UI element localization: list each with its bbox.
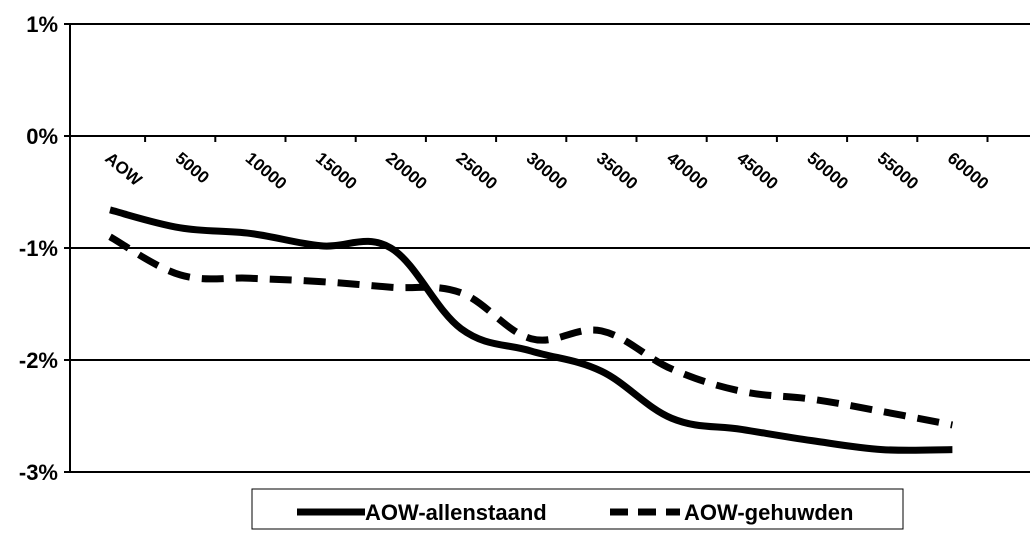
x-tick-label: 15000 [312, 149, 360, 194]
x-tick-label: 55000 [874, 149, 922, 194]
y-tick-label: -2% [19, 348, 58, 373]
x-tick-label: AOW [101, 149, 146, 191]
series-lines [108, 206, 954, 454]
y-tick-label: -3% [19, 460, 58, 485]
series-line-gehuwden [108, 233, 954, 429]
axes [64, 23, 989, 473]
x-tick-label: 45000 [733, 149, 781, 194]
x-tick-label: 5000 [172, 149, 213, 188]
y-tick-labels: 1% 0% -1% -2% -3% [19, 12, 58, 485]
x-tick-label: 10000 [242, 149, 290, 194]
x-tick-label: 25000 [452, 149, 500, 194]
gridlines [70, 23, 1030, 473]
x-tick-labels: AOW 5000 10000 15000 20000 25000 30000 35000 400… [101, 149, 992, 194]
y-tick-label: 1% [26, 12, 58, 37]
x-tick-label: 35000 [593, 149, 641, 194]
y-tick-label: 0% [26, 124, 58, 149]
x-tick-label: 20000 [382, 149, 430, 194]
legend-label-allenstaand: AOW-allenstaand [365, 500, 547, 525]
y-tick-label: -1% [19, 236, 58, 261]
legend: AOW-allenstaand AOW-gehuwden [251, 488, 904, 530]
x-tick-label: 60000 [944, 149, 992, 194]
x-tick-label: 40000 [663, 149, 711, 194]
legend-label-gehuwden: AOW-gehuwden [684, 500, 853, 525]
series-line-allenstaand [109, 206, 953, 454]
x-tick-label: 50000 [803, 149, 851, 194]
x-tick-label: 30000 [523, 149, 571, 194]
